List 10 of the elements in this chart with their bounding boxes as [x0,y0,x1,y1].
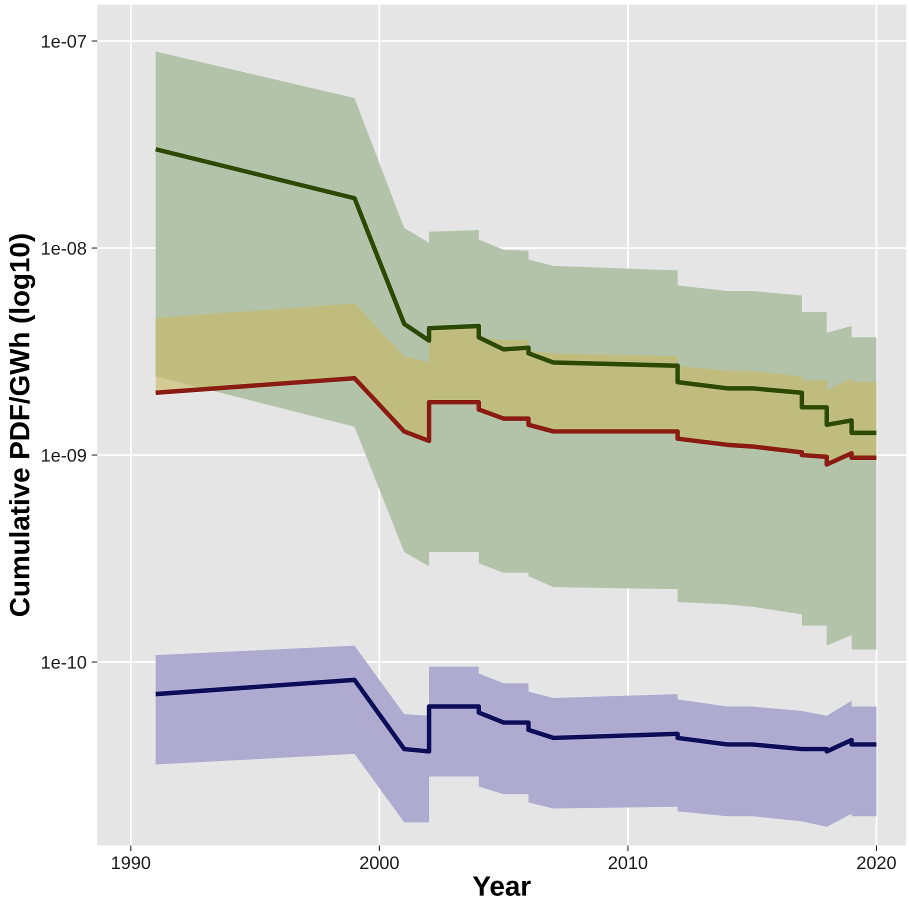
x-tick-label: 2000 [360,856,399,870]
y-tick-label: 1e-10 [42,656,86,669]
x-axis-title: Year [472,876,531,896]
y-tick-label: 1e-09 [42,448,86,462]
y-tick-label: 1e-07 [42,34,86,48]
y-axis-title: Cumulative PDF/GWh (log10) [9,234,36,616]
x-tick-label: 1990 [112,856,150,870]
x-tick-label: 2010 [608,856,648,870]
y-tick-label: 1e-08 [42,242,86,255]
x-tick-label: 2020 [857,856,896,870]
